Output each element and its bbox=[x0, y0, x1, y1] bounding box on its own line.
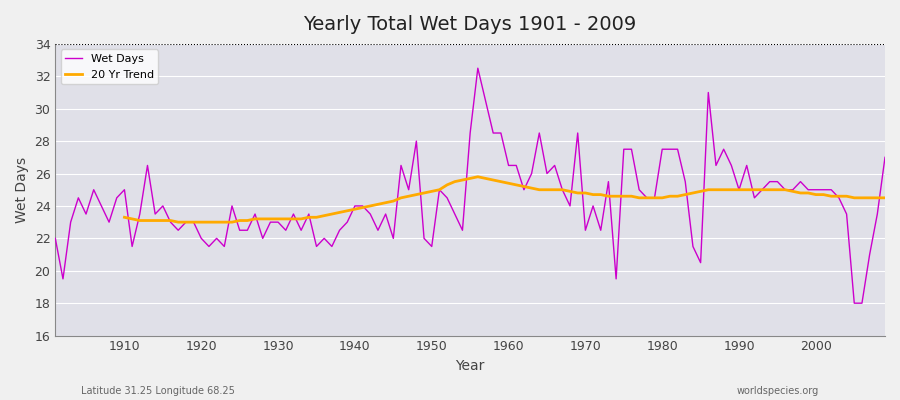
20 Yr Trend bbox=[857, 196, 868, 200]
Wet Days bbox=[603, 179, 614, 184]
Wet Days bbox=[511, 163, 522, 168]
Text: Latitude 31.25 Longitude 68.25: Latitude 31.25 Longitude 68.25 bbox=[81, 386, 235, 396]
20 Yr Trend bbox=[173, 220, 184, 224]
20 Yr Trend bbox=[303, 215, 314, 220]
20 Yr Trend bbox=[526, 186, 537, 190]
Wet Days bbox=[879, 155, 890, 160]
20 Yr Trend bbox=[588, 192, 598, 197]
Wet Days bbox=[50, 236, 60, 241]
X-axis label: Year: Year bbox=[455, 359, 485, 373]
Wet Days bbox=[849, 301, 859, 306]
Wet Days bbox=[112, 196, 122, 200]
Line: 20 Yr Trend: 20 Yr Trend bbox=[124, 177, 885, 222]
Wet Days bbox=[327, 244, 338, 249]
Wet Days bbox=[281, 228, 292, 233]
20 Yr Trend bbox=[273, 216, 284, 221]
Legend: Wet Days, 20 Yr Trend: Wet Days, 20 Yr Trend bbox=[61, 50, 158, 84]
Y-axis label: Wet Days: Wet Days bbox=[15, 157, 29, 223]
20 Yr Trend bbox=[879, 196, 890, 200]
Text: worldspecies.org: worldspecies.org bbox=[737, 386, 819, 396]
Wet Days bbox=[472, 66, 483, 70]
20 Yr Trend bbox=[833, 194, 844, 199]
Title: Yearly Total Wet Days 1901 - 2009: Yearly Total Wet Days 1901 - 2009 bbox=[303, 15, 637, 34]
Wet Days bbox=[503, 163, 514, 168]
20 Yr Trend bbox=[472, 174, 483, 179]
20 Yr Trend bbox=[119, 215, 130, 220]
Line: Wet Days: Wet Days bbox=[55, 68, 885, 303]
